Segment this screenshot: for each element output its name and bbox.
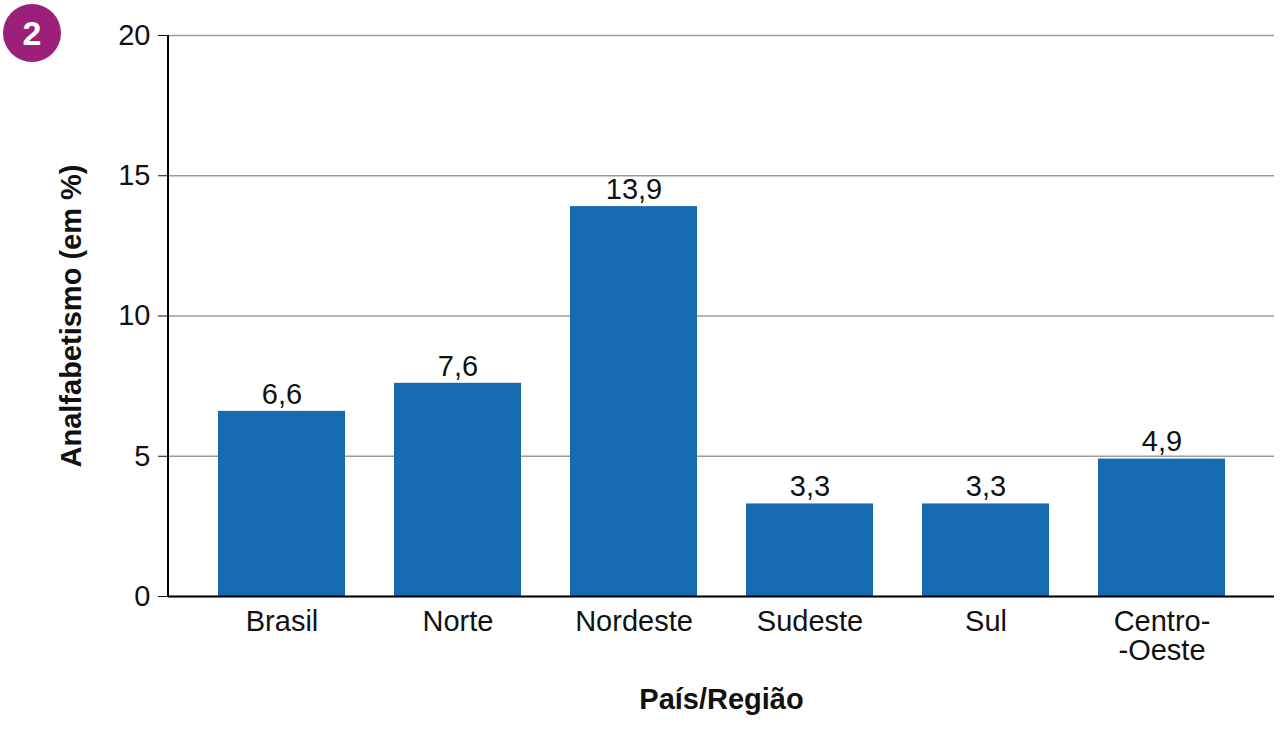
svg-text:Nordeste: Nordeste [575,605,693,637]
svg-text:Sudeste: Sudeste [757,605,863,637]
svg-text:0: 0 [134,580,150,612]
html-text:2: 2 [22,13,42,52]
svg-text:Sul: Sul [965,605,1007,637]
svg-text:3,3: 3,3 [966,470,1006,502]
svg-text:7,6: 7,6 [438,350,478,382]
svg-text:6,6: 6,6 [262,378,302,410]
svg-text:10: 10 [118,299,150,331]
svg-text:15: 15 [118,159,150,191]
svg-text:Brasil: Brasil [246,605,319,637]
svg-text:3,3: 3,3 [790,470,830,502]
svg-text:4,9: 4,9 [1142,425,1182,457]
svg-text:20: 20 [118,19,150,51]
svg-text:Centro--Oeste: Centro--Oeste [1114,605,1211,666]
svg-text:País/Região: País/Região [639,683,803,715]
svg-text:13,9: 13,9 [606,173,662,205]
svg-text:Analfabetismo (em %): Analfabetismo (em %) [55,165,87,468]
svg-text:5: 5 [134,440,150,472]
svg-text:Norte: Norte [423,605,494,637]
